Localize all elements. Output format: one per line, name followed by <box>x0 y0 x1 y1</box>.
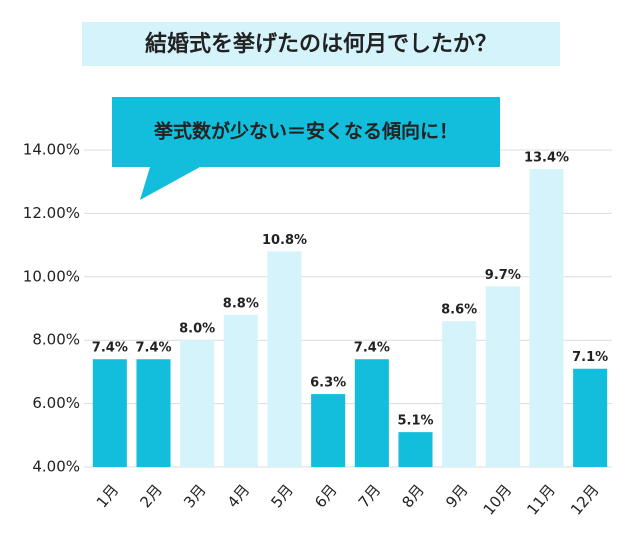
y-tick-label: 6.00% <box>32 394 80 412</box>
value-label: 6.3% <box>310 376 346 391</box>
bar <box>485 286 520 467</box>
bar <box>223 314 258 467</box>
callout-box <box>112 97 500 200</box>
value-label: 7.4% <box>135 341 171 356</box>
value-label: 8.6% <box>441 303 477 318</box>
x-tick-label: 8月 <box>398 481 428 511</box>
x-tick-label: 10月 <box>480 481 516 519</box>
value-label: 5.1% <box>397 414 433 429</box>
y-tick-label: 4.00% <box>32 458 80 476</box>
bar <box>311 394 346 467</box>
x-tick-label: 3月 <box>180 481 210 511</box>
value-label: 8.8% <box>223 296 259 311</box>
title-box <box>82 22 560 66</box>
x-tick-label: 2月 <box>136 481 166 511</box>
value-label: 13.4% <box>524 151 569 166</box>
bar <box>180 340 215 467</box>
x-tick-label: 6月 <box>311 481 341 511</box>
x-tick-label: 4月 <box>224 481 254 511</box>
value-label: 9.7% <box>485 268 521 283</box>
value-label: 7.4% <box>354 341 390 356</box>
chart-title: 結婚式を挙げたのは何月でしたか？ <box>145 31 497 57</box>
annotation: 挙式数が少ない＝安くなる傾向に！ <box>153 120 458 143</box>
x-tick-label: 1月 <box>93 481 123 511</box>
bar <box>529 169 564 467</box>
bar <box>267 251 302 467</box>
bar <box>354 359 389 467</box>
bar <box>92 359 127 467</box>
x-tick-label: 9月 <box>442 481 472 511</box>
y-tick-label: 8.00% <box>32 331 80 349</box>
x-tick-label: 12月 <box>567 481 603 519</box>
bar <box>442 321 477 467</box>
x-tick-label: 7月 <box>355 481 385 511</box>
y-tick-label: 10.00% <box>23 267 80 285</box>
bar <box>573 368 608 467</box>
value-label: 10.8% <box>262 233 307 248</box>
x-tick-label: 11月 <box>523 481 559 519</box>
value-label: 8.0% <box>179 322 215 337</box>
x-tick-label: 5月 <box>267 481 297 511</box>
value-label: 7.4% <box>92 341 128 356</box>
bar <box>398 432 433 467</box>
plot-area: 4.00% 6.00% 8.00% 10.00% 12.00% 14.00% 1月 7.4% 2… <box>23 141 612 519</box>
value-label: 7.1% <box>572 350 608 365</box>
bar <box>136 359 171 467</box>
y-tick-label: 14.00% <box>23 141 80 159</box>
callout: 挙式数が少ない＝安くなる傾向に！ <box>112 97 500 200</box>
y-tick-label: 12.00% <box>23 204 80 222</box>
